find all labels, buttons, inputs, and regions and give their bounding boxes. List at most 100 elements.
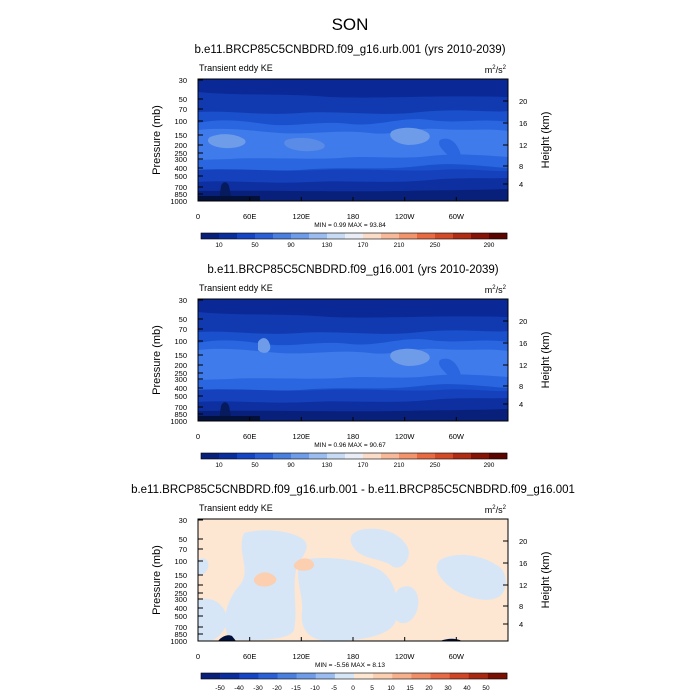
contour-field [198,299,508,421]
lon-tick: 60W [449,652,465,661]
pressure-axis-label: Pressure (mb) [151,545,163,615]
colorbar: 10 50 90 130 170 210 250 290 [200,232,508,249]
units-label: m2/s2 [485,285,507,295]
panel-title: b.e11.BRCP85C5CNBDRD.f09_g16.urb.001 - b… [131,484,575,496]
pressure-tick: 70 [179,325,187,334]
colorbar-swatch [399,453,418,459]
lon-tick: 60W [449,212,465,221]
colorbar-swatch [327,233,346,239]
colorbar-label: 170 [358,242,369,249]
pressure-tick: 700 [174,403,187,412]
lon-tick: 180 [347,432,360,441]
colorbar-swatch [345,453,364,459]
height-tick: 8 [519,382,523,391]
pressure-axis-label: Pressure (mb) [151,325,163,395]
height-axis: 20 16 12 8 4 [503,97,527,189]
colorbar-swatch [309,233,328,239]
colorbar-swatch [315,673,336,679]
colorbar-swatch [273,453,292,459]
pressure-tick: 70 [179,105,187,114]
colorbar: 10 50 90 130 170 210 250 290 [200,452,508,469]
pressure-tick: 300 [174,155,187,164]
colorbar-swatch [411,673,431,679]
colorbar-label: -30 [253,685,263,692]
colorbar-swatch [453,453,472,459]
height-tick: 16 [519,119,527,128]
pressure-tick: 200 [174,141,187,150]
pressure-tick: 200 [174,361,187,370]
colorbar-label: 30 [444,685,452,692]
height-axis: 20 16 12 8 4 [503,537,527,629]
min-max-stats: MIN = 0.96 MAX = 90.67 [314,442,386,449]
contour-field [198,79,508,201]
colorbar-swatch [381,453,400,459]
height-tick: 16 [519,559,527,568]
colorbar-swatch [373,673,393,679]
height-axis: 20 16 12 8 4 [503,317,527,409]
colorbar-label: 170 [358,462,369,469]
lon-tick: 180 [347,212,360,221]
variable-label: Transient eddy KE [199,503,273,513]
colorbar-swatch [273,233,292,239]
pressure-tick: 850 [174,190,187,199]
lon-tick: 120W [395,432,416,441]
min-max-stats: MIN = 0.99 MAX = 93.84 [314,222,386,229]
colorbar-frame [200,232,508,240]
pressure-tick: 100 [174,117,187,126]
pressure-tick: 50 [179,315,187,324]
colorbar-swatch [381,233,400,239]
pressure-axis: 30 50 70 100 150 200 250 300 400 500 700… [170,296,203,426]
pressure-tick: 400 [174,604,187,613]
colorbar-label: 130 [322,242,333,249]
pressure-tick: 300 [174,595,187,604]
colorbar-swatch [239,673,259,679]
height-axis-label: Height (km) [540,332,552,389]
height-tick: 20 [519,537,527,546]
pressure-tick: 1000 [170,197,187,206]
pressure-tick: 30 [179,516,187,525]
pressure-tick: 1000 [170,417,187,426]
height-tick: 20 [519,317,527,326]
pressure-tick: 400 [174,164,187,173]
colorbar-swatch [453,233,472,239]
pressure-tick: 50 [179,95,187,104]
colorbar-swatch [345,233,364,239]
units-label: m2/s2 [485,65,507,75]
colorbar: -50 -40 -30 -20 -15 -10 -5 0 5 10 15 20 … [200,672,508,692]
colorbar-swatch [296,673,317,679]
colorbar-swatch [201,233,220,239]
colorbar-label: 5 [370,685,374,692]
pressure-tick: 150 [174,131,187,140]
pressure-tick: 500 [174,612,187,621]
lon-tick: 60E [243,212,256,221]
colorbar-label: 10 [215,462,223,469]
panel-title: b.e11.BRCP85C5CNBDRD.f09_g16.001 (yrs 20… [207,264,498,276]
colorbar-swatch [489,453,508,459]
lon-tick: 120E [293,212,311,221]
pressure-tick: 500 [174,392,187,401]
pressure-tick: 100 [174,337,187,346]
pressure-tick: 200 [174,581,187,590]
height-tick: 20 [519,97,527,106]
colorbar-swatch [471,453,490,459]
pressure-tick: 400 [174,384,187,393]
lon-tick: 120E [293,432,311,441]
colorbar-swatch [291,233,310,239]
pressure-tick: 70 [179,545,187,554]
colorbar-label: 15 [406,685,414,692]
height-tick: 8 [519,602,523,611]
colorbar-label: 250 [430,462,441,469]
panel-control: b.e11.BRCP85C5CNBDRD.f09_g16.001 (yrs 20… [151,264,552,469]
colorbar-label: 90 [287,242,295,249]
pressure-tick: 30 [179,296,187,305]
colorbar-swatch [354,673,374,679]
panel-title: b.e11.BRCP85C5CNBDRD.f09_g16.urb.001 (yr… [194,44,505,56]
colorbar-label: -40 [234,685,244,692]
colorbar-swatch [417,453,436,459]
panel-difference: b.e11.BRCP85C5CNBDRD.f09_g16.urb.001 - b… [131,484,575,692]
min-max-stats: MIN = -5.56 MAX = 8.13 [315,662,385,669]
colorbar-swatch [489,233,508,239]
colorbar-swatch [449,673,470,679]
pressure-tick: 700 [174,623,187,632]
variable-label: Transient eddy KE [199,63,273,73]
